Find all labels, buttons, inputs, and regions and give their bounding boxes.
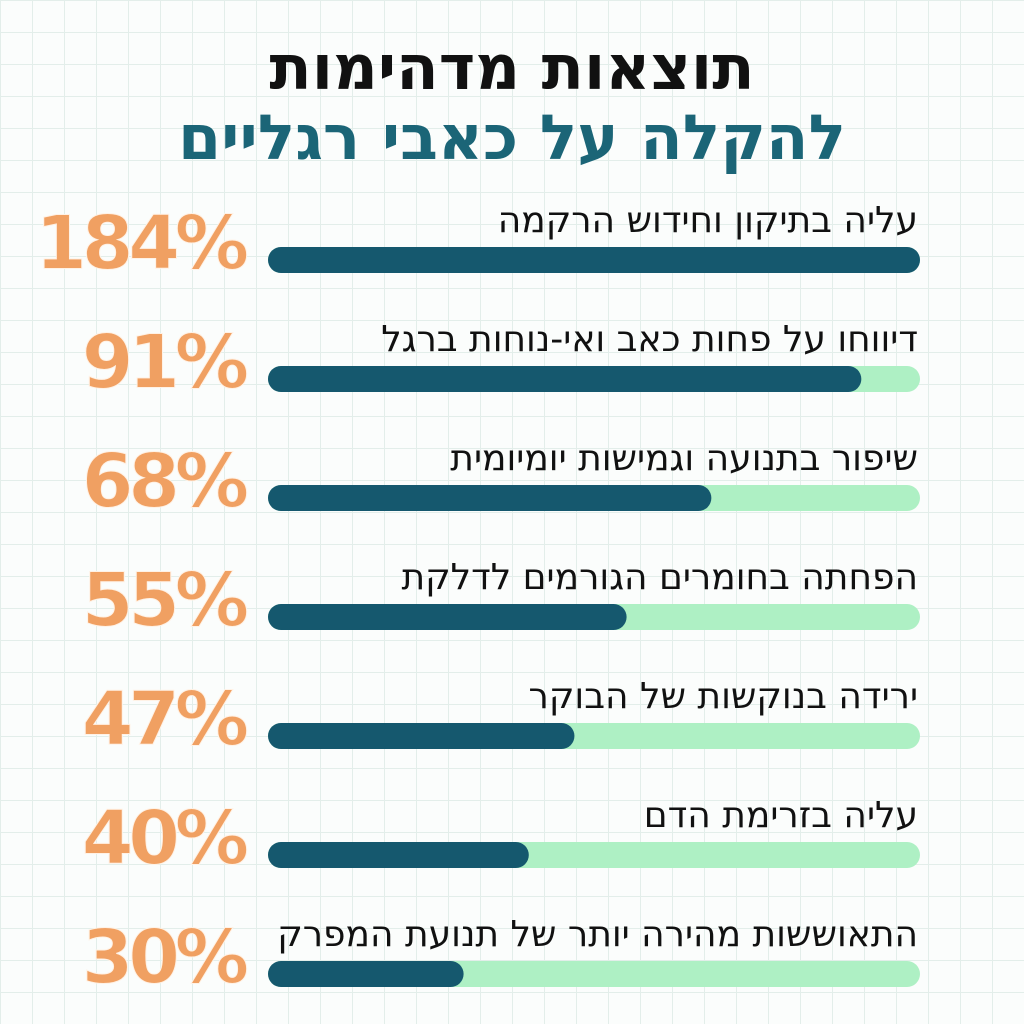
value-label: 47% <box>82 677 247 763</box>
category-label: עליה בזרימת הדם <box>644 795 918 836</box>
bar <box>268 961 464 987</box>
value-label: 68% <box>82 439 247 525</box>
value-label: 55% <box>82 558 247 644</box>
category-label: התאוששות מהירה יותר של תנועת המפרק <box>277 914 918 955</box>
chart-title: תוצאות מדהימות <box>269 31 754 104</box>
value-label: 40% <box>82 796 247 882</box>
category-label: הפחתה בחומרים הגורמים לדלקת <box>401 557 918 598</box>
bar <box>268 723 575 749</box>
chart-subtitle: להקלה על כאבי רגליים <box>178 101 846 174</box>
category-label: שיפור בתנועה וגמישות יומיומית <box>450 438 918 479</box>
value-label: 184% <box>35 201 246 287</box>
category-label: עליה בתיקון וחידוש הרקמה <box>498 200 918 241</box>
bar <box>268 604 627 630</box>
value-label: 91% <box>82 320 247 406</box>
bar <box>268 247 920 273</box>
bar <box>268 842 529 868</box>
category-label: ירידה בנוקשות של הבוקר <box>529 676 918 717</box>
bar <box>268 485 712 511</box>
bar <box>268 366 862 392</box>
category-label: דיווחו על פחות כאב ואי-נוחות ברגל <box>381 319 918 360</box>
value-label: 30% <box>82 915 247 1001</box>
